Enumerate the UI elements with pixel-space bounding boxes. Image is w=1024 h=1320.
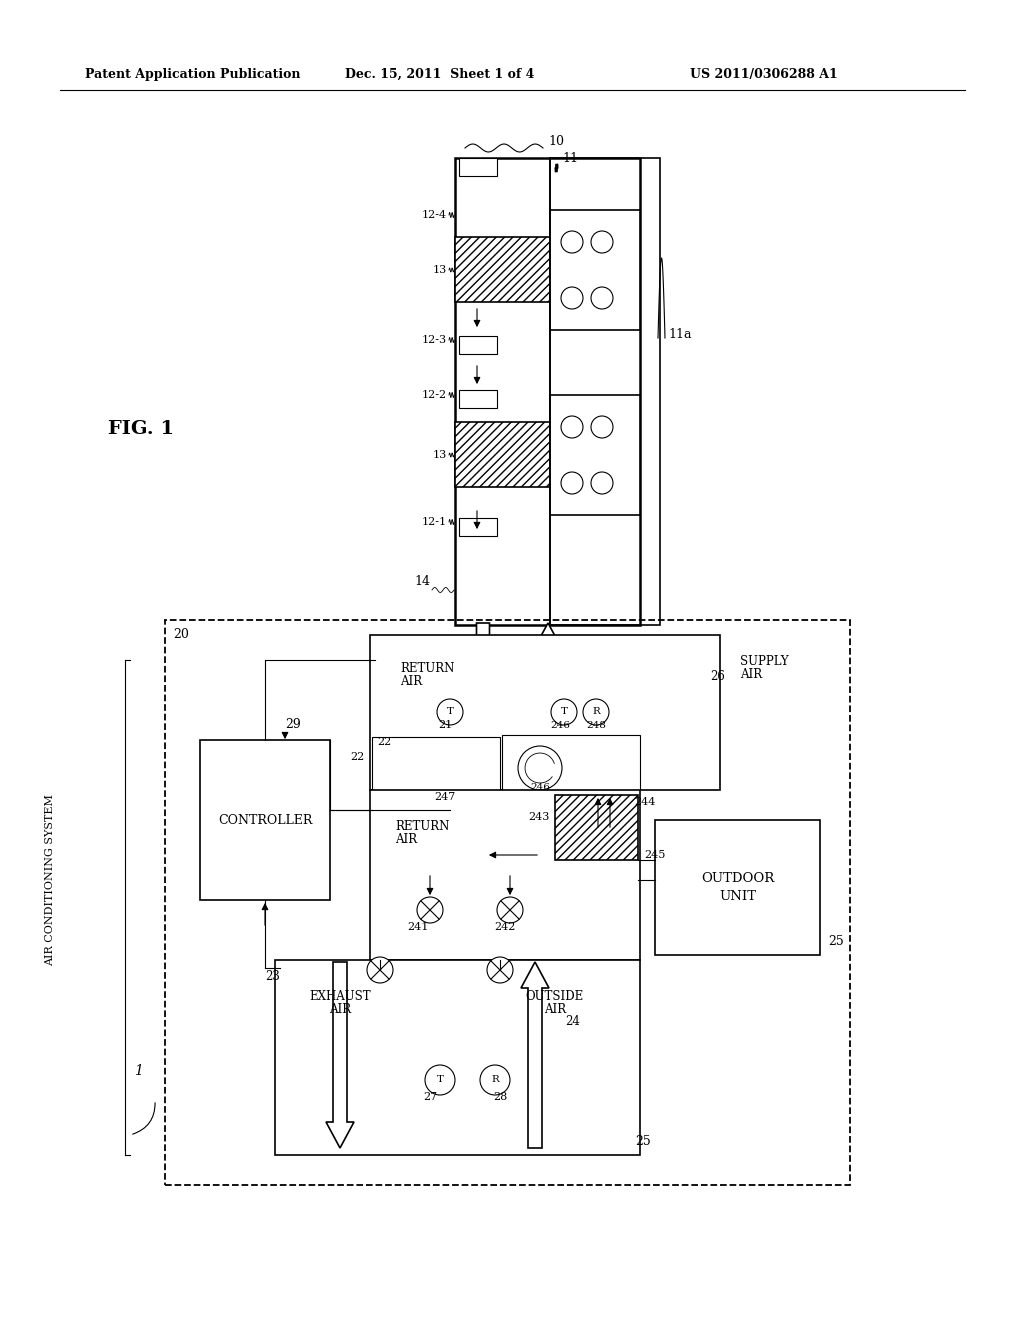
Circle shape [417, 898, 443, 923]
Circle shape [437, 700, 463, 725]
Text: 20: 20 [173, 628, 188, 642]
Text: 25: 25 [828, 935, 844, 948]
Text: RETURN: RETURN [400, 663, 455, 675]
Text: Patent Application Publication: Patent Application Publication [85, 69, 300, 81]
Circle shape [583, 700, 609, 725]
Text: AIR: AIR [329, 1003, 351, 1016]
Text: 23: 23 [265, 970, 280, 983]
Text: 27: 27 [423, 1092, 437, 1102]
Text: 11: 11 [562, 152, 578, 165]
Circle shape [425, 1065, 455, 1096]
Circle shape [551, 700, 577, 725]
Text: FIG. 1: FIG. 1 [108, 420, 174, 438]
Circle shape [487, 957, 513, 983]
Text: 22: 22 [350, 752, 365, 762]
Text: 21: 21 [438, 719, 453, 730]
Text: T: T [446, 708, 454, 717]
Text: AIR: AIR [544, 1003, 566, 1016]
Bar [502, 735, 640, 789]
Text: 24: 24 [565, 1015, 580, 1028]
Text: 246: 246 [550, 721, 570, 730]
Text: EXHAUST: EXHAUST [309, 990, 371, 1003]
Text: 11a: 11a [668, 327, 691, 341]
Bar [370, 789, 640, 960]
Text: 12-1: 12-1 [422, 517, 447, 527]
Text: 12-2: 12-2 [422, 389, 447, 400]
Bar [165, 620, 850, 1185]
Bar [550, 210, 640, 330]
Bar [459, 389, 497, 408]
Text: AIR: AIR [395, 833, 417, 846]
Text: 13: 13 [433, 450, 447, 459]
Text: OUTDOOR
UNIT: OUTDOOR UNIT [700, 873, 774, 903]
Text: OUTSIDE: OUTSIDE [526, 990, 584, 1003]
Text: AIR: AIR [400, 675, 422, 688]
Text: T: T [560, 708, 567, 717]
Bar [275, 960, 640, 1155]
Bar [455, 422, 550, 487]
Text: 25: 25 [635, 1135, 650, 1148]
Text: RETURN: RETURN [395, 820, 450, 833]
Text: 244: 244 [634, 797, 655, 807]
Text: 242: 242 [495, 921, 516, 932]
Bar [372, 737, 500, 789]
Circle shape [497, 898, 523, 923]
Text: 248: 248 [586, 721, 606, 730]
Text: 246: 246 [530, 783, 550, 792]
Text: 241: 241 [408, 921, 429, 932]
Text: 22: 22 [377, 737, 391, 747]
Bar [459, 158, 497, 176]
Text: R: R [492, 1076, 499, 1085]
Text: 1: 1 [133, 1064, 142, 1078]
Text: AIR: AIR [740, 668, 762, 681]
Bar [550, 395, 640, 515]
Text: 10: 10 [548, 135, 564, 148]
Polygon shape [470, 623, 496, 719]
Polygon shape [521, 962, 549, 1148]
Text: 26: 26 [710, 671, 725, 682]
Text: 13: 13 [433, 265, 447, 275]
Bar [655, 820, 820, 954]
Polygon shape [535, 623, 561, 719]
Text: 245: 245 [644, 850, 666, 861]
Text: Dec. 15, 2011  Sheet 1 of 4: Dec. 15, 2011 Sheet 1 of 4 [345, 69, 535, 81]
Bar [455, 158, 640, 624]
Text: AIR CONDITIONING SYSTEM: AIR CONDITIONING SYSTEM [45, 795, 55, 966]
Text: US 2011/0306288 A1: US 2011/0306288 A1 [690, 69, 838, 81]
Text: 247: 247 [434, 792, 456, 803]
Text: SUPPLY: SUPPLY [740, 655, 788, 668]
Bar [370, 635, 720, 789]
Bar [555, 795, 638, 861]
Circle shape [367, 957, 393, 983]
Text: 12-3: 12-3 [422, 335, 447, 345]
Text: R: R [592, 708, 600, 717]
Text: 28: 28 [493, 1092, 507, 1102]
Polygon shape [326, 962, 354, 1148]
Bar [459, 337, 497, 354]
Text: T: T [436, 1076, 443, 1085]
Text: 14: 14 [414, 576, 430, 587]
Bar [200, 741, 330, 900]
Bar [455, 238, 550, 302]
Bar [550, 158, 660, 624]
Circle shape [480, 1065, 510, 1096]
Text: CONTROLLER: CONTROLLER [218, 813, 312, 826]
Text: 12-4: 12-4 [422, 210, 447, 220]
Circle shape [518, 746, 562, 789]
Bar [459, 517, 497, 536]
Text: 29: 29 [285, 718, 301, 731]
Text: 243: 243 [528, 812, 550, 822]
